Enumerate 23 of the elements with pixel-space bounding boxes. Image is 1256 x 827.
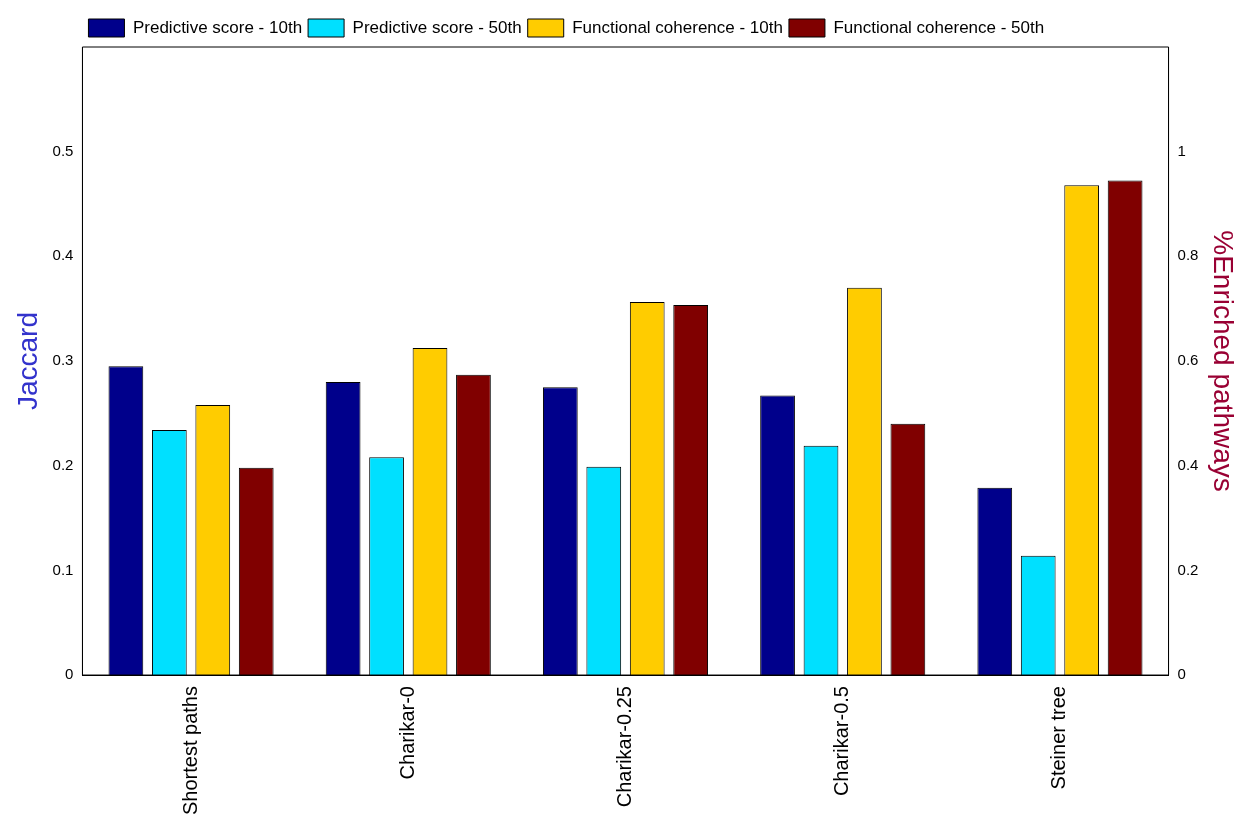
- y-tick-label: 0.1: [52, 560, 74, 578]
- y2-tick-label: 0.8: [1177, 246, 1199, 264]
- y-tick-label: 0: [65, 665, 74, 683]
- y2-tick-label: 1: [1177, 141, 1186, 159]
- y2-tick-label: 0: [1177, 665, 1186, 683]
- y2-axis-title: %Enriched pathways: [1208, 230, 1240, 492]
- legend-label: Functional coherence - 10th: [572, 17, 783, 37]
- y-tick-label: 0.3: [52, 351, 74, 369]
- y2-tick-label: 0.6: [1177, 351, 1199, 369]
- x-tick-label: Charikar-0.25: [613, 686, 636, 808]
- legend-label: Predictive score - 50th: [352, 17, 522, 37]
- x-tick-label: Charikar-0: [395, 686, 418, 780]
- legend-label: Functional coherence - 50th: [833, 17, 1045, 37]
- y-axis-title: Jaccard: [11, 311, 43, 411]
- legend-label: Predictive score - 10th: [132, 17, 303, 37]
- x-tick-label: Steiner tree: [1047, 686, 1070, 790]
- y-tick-label: 0.5: [52, 141, 74, 159]
- y2-tick-label: 0.2: [1177, 560, 1199, 578]
- x-tick-label: Charikar-0.5: [830, 686, 853, 797]
- y-tick-label: 0.4: [52, 246, 74, 264]
- y-tick-label: 0.2: [52, 455, 74, 473]
- y2-tick-label: 0.4: [1177, 455, 1199, 473]
- x-tick-label: Shortest paths: [178, 686, 201, 815]
